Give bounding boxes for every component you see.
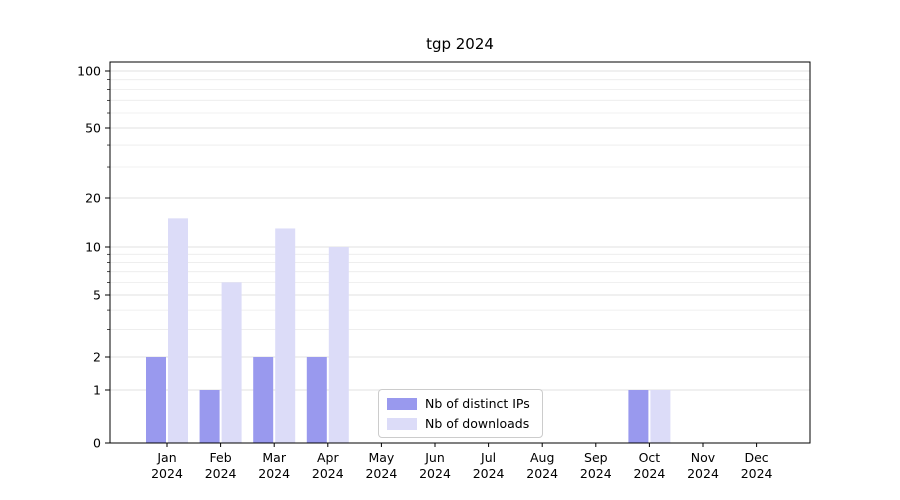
bar-downloads-apr bbox=[328, 247, 349, 443]
x-axis-tick-label-month: May bbox=[368, 450, 394, 465]
x-axis-tick-label-month: Jul bbox=[480, 450, 496, 465]
x-axis-tick-label-year: 2024 bbox=[205, 466, 237, 481]
legend-label-distinct-ips: Nb of distinct IPs bbox=[425, 396, 530, 411]
x-axis-tick-label-year: 2024 bbox=[312, 466, 344, 481]
legend: Nb of distinct IPs Nb of downloads bbox=[378, 389, 543, 438]
x-axis-tick-label-month: Dec bbox=[744, 450, 768, 465]
bar-downloads-feb bbox=[221, 282, 242, 443]
y-axis-tick-label: 20 bbox=[85, 191, 101, 206]
x-axis-tick-label-month: Mar bbox=[262, 450, 286, 465]
x-axis-tick-label-year: 2024 bbox=[473, 466, 505, 481]
bar-downloads-mar bbox=[275, 228, 296, 443]
bar-distinct-ips-oct bbox=[628, 390, 649, 443]
x-axis-tick-label-year: 2024 bbox=[633, 466, 665, 481]
y-axis-tick-label: 2 bbox=[93, 350, 101, 365]
y-axis-tick-label: 0 bbox=[93, 436, 101, 451]
y-axis-tick-label: 10 bbox=[85, 240, 101, 255]
plot-border bbox=[109, 61, 811, 444]
x-axis-tick-label-year: 2024 bbox=[365, 466, 397, 481]
legend-label-downloads: Nb of downloads bbox=[425, 416, 530, 431]
x-axis-tick-label-year: 2024 bbox=[687, 466, 719, 481]
bar-downloads-jan bbox=[168, 218, 188, 443]
chart-title: tgp 2024 bbox=[426, 35, 494, 53]
bar-distinct-ips-jan bbox=[146, 357, 166, 443]
bar-distinct-ips-mar bbox=[253, 357, 274, 443]
x-axis-tick-label-month: Apr bbox=[317, 450, 339, 465]
x-axis-tick-label-year: 2024 bbox=[580, 466, 612, 481]
x-axis-tick-label-year: 2024 bbox=[741, 466, 773, 481]
y-axis-tick-label: 1 bbox=[93, 383, 101, 398]
bar-distinct-ips-feb bbox=[199, 390, 220, 443]
bar-distinct-ips-apr bbox=[306, 357, 327, 443]
legend-item-downloads: Nb of downloads bbox=[387, 416, 530, 431]
x-axis-tick-label-year: 2024 bbox=[258, 466, 290, 481]
x-axis-tick-label-year: 2024 bbox=[419, 466, 451, 481]
x-axis-tick-label-month: Jan bbox=[156, 450, 176, 465]
x-axis-tick-label-month: Feb bbox=[210, 450, 232, 465]
x-axis-tick-label-year: 2024 bbox=[526, 466, 558, 481]
x-axis-tick-label-month: Jun bbox=[424, 450, 445, 465]
x-axis-tick-label-month: Sep bbox=[584, 450, 608, 465]
legend-swatch-downloads bbox=[387, 417, 417, 430]
x-axis-tick-label-month: Aug bbox=[530, 450, 554, 465]
x-axis-tick-label-month: Nov bbox=[691, 450, 716, 465]
bar-downloads-oct bbox=[650, 390, 671, 443]
y-axis-tick-label: 50 bbox=[85, 121, 101, 136]
legend-swatch-distinct-ips bbox=[387, 397, 417, 410]
x-axis-tick-label-month: Oct bbox=[639, 450, 661, 465]
x-axis-tick-label-year: 2024 bbox=[151, 466, 183, 481]
y-axis-tick-label: 5 bbox=[93, 288, 101, 303]
legend-item-distinct-ips: Nb of distinct IPs bbox=[387, 396, 530, 411]
y-axis-tick-label: 100 bbox=[77, 64, 101, 79]
